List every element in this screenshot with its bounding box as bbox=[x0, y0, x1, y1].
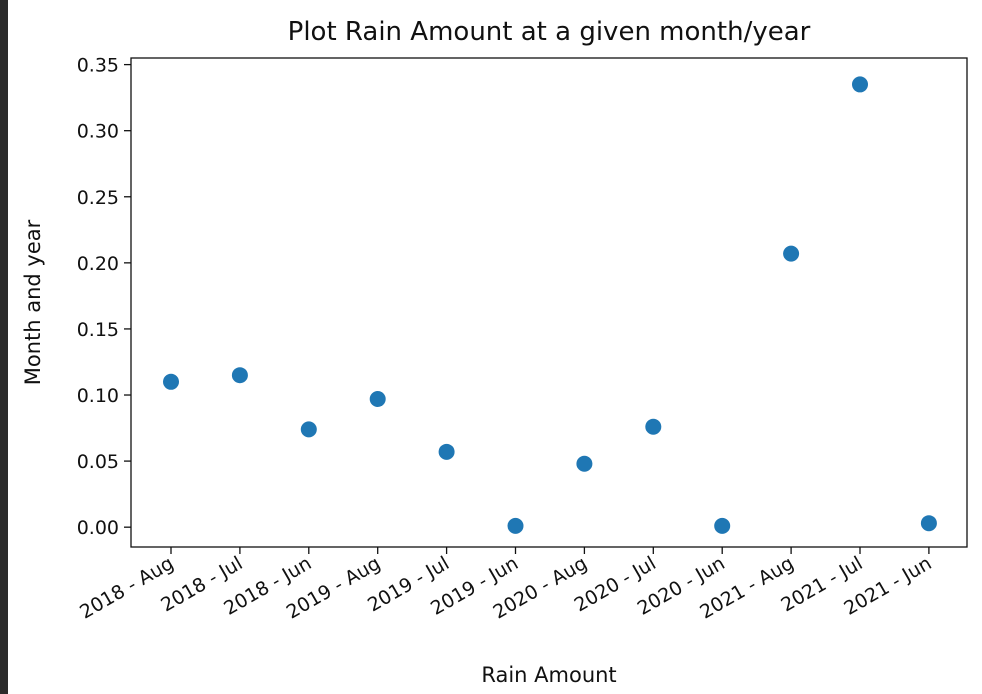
y-tick-label: 0.30 bbox=[77, 121, 119, 143]
data-point bbox=[163, 373, 179, 390]
x-axis-label: Rain Amount bbox=[481, 663, 616, 687]
data-point bbox=[576, 455, 593, 472]
data-points bbox=[163, 76, 937, 534]
data-point bbox=[645, 418, 662, 435]
data-point bbox=[369, 390, 386, 407]
plot-area-frame bbox=[130, 57, 968, 548]
x-tick-label: 2018 - Aug bbox=[76, 552, 177, 623]
y-tick-label: 0.20 bbox=[77, 253, 119, 275]
y-tick-label: 0.00 bbox=[77, 517, 119, 539]
data-point bbox=[300, 421, 317, 438]
y-axis-label: Month and year bbox=[21, 219, 45, 385]
chart-title: Plot Rain Amount at a given month/year bbox=[288, 17, 811, 47]
data-point bbox=[507, 517, 524, 534]
y-tick-label: 0.35 bbox=[77, 55, 119, 77]
data-point bbox=[852, 76, 868, 93]
window-frame-edge bbox=[0, 0, 8, 694]
y-tick-label: 0.05 bbox=[77, 451, 119, 473]
y-tick-label: 0.25 bbox=[77, 187, 119, 209]
y-tick-label: 0.15 bbox=[77, 319, 119, 341]
data-point bbox=[920, 515, 937, 532]
y-axis-ticks: 0.00 0.05 0.10 0.15 0.20 0.25 0.30 0.35 bbox=[77, 55, 131, 539]
data-point bbox=[231, 367, 248, 384]
data-point bbox=[714, 517, 731, 534]
data-point bbox=[438, 443, 455, 460]
y-tick-label: 0.10 bbox=[77, 385, 119, 407]
data-point bbox=[783, 245, 800, 262]
